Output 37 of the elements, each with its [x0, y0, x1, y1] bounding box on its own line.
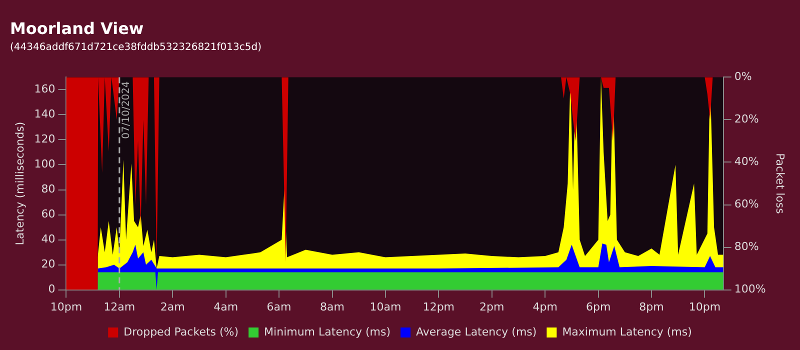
- x-tick-label: 6pm: [586, 300, 611, 314]
- y2-tick-label: 80%: [734, 240, 759, 254]
- x-tick-label: 10pm: [50, 300, 82, 314]
- x-tick-label: 10pm: [688, 300, 721, 314]
- y-tick-label: 0: [48, 282, 56, 296]
- y2-tick-label: 20%: [734, 112, 759, 126]
- y2-tick-label: 100%: [734, 282, 766, 296]
- x-tick-label: 4pm: [532, 300, 558, 314]
- x-tick-label: 12pm: [422, 300, 455, 314]
- legend-label: Maximum Latency (ms): [562, 325, 692, 338]
- y2-tick-label: 60%: [734, 198, 759, 211]
- x-tick-label: 8pm: [639, 300, 664, 314]
- chart-subtitle: (44346addf671d721ce38fddb532326821f013c5d): [10, 42, 262, 53]
- x-tick-label: 2am: [160, 300, 185, 314]
- y-tick-label: 100: [34, 158, 56, 171]
- y-axis-title: Latency (milliseconds): [13, 122, 26, 246]
- y-tick-label: 120: [34, 132, 56, 146]
- x-tick-label: 6am: [266, 300, 292, 314]
- y2-tick-label: 40%: [734, 155, 759, 168]
- y-tick-label: 160: [34, 82, 56, 96]
- x-tick-label: 4am: [214, 300, 238, 314]
- legend-label: Dropped Packets (%): [124, 325, 239, 338]
- x-tick-label: 2pm: [480, 300, 504, 314]
- y-tick-label: 60: [41, 208, 56, 221]
- y-tick-label: 40: [41, 232, 56, 246]
- y2-tick-label: 0%: [734, 70, 752, 84]
- y-tick-label: 20: [41, 258, 56, 271]
- legend-label: Minimum Latency (ms): [264, 325, 391, 338]
- y2-axis-title: Packet loss: [774, 153, 787, 214]
- ref-line-label: 07/10/2024: [121, 81, 132, 139]
- legend-label: Average Latency (ms): [416, 325, 537, 338]
- y-tick-label: 140: [34, 108, 56, 121]
- chart-title: Moorland View: [10, 18, 144, 38]
- y-tick-label: 80: [41, 182, 56, 196]
- x-tick-label: 8am: [320, 300, 344, 314]
- x-tick-label: 12am: [104, 300, 136, 314]
- x-tick-label: 10am: [370, 300, 402, 314]
